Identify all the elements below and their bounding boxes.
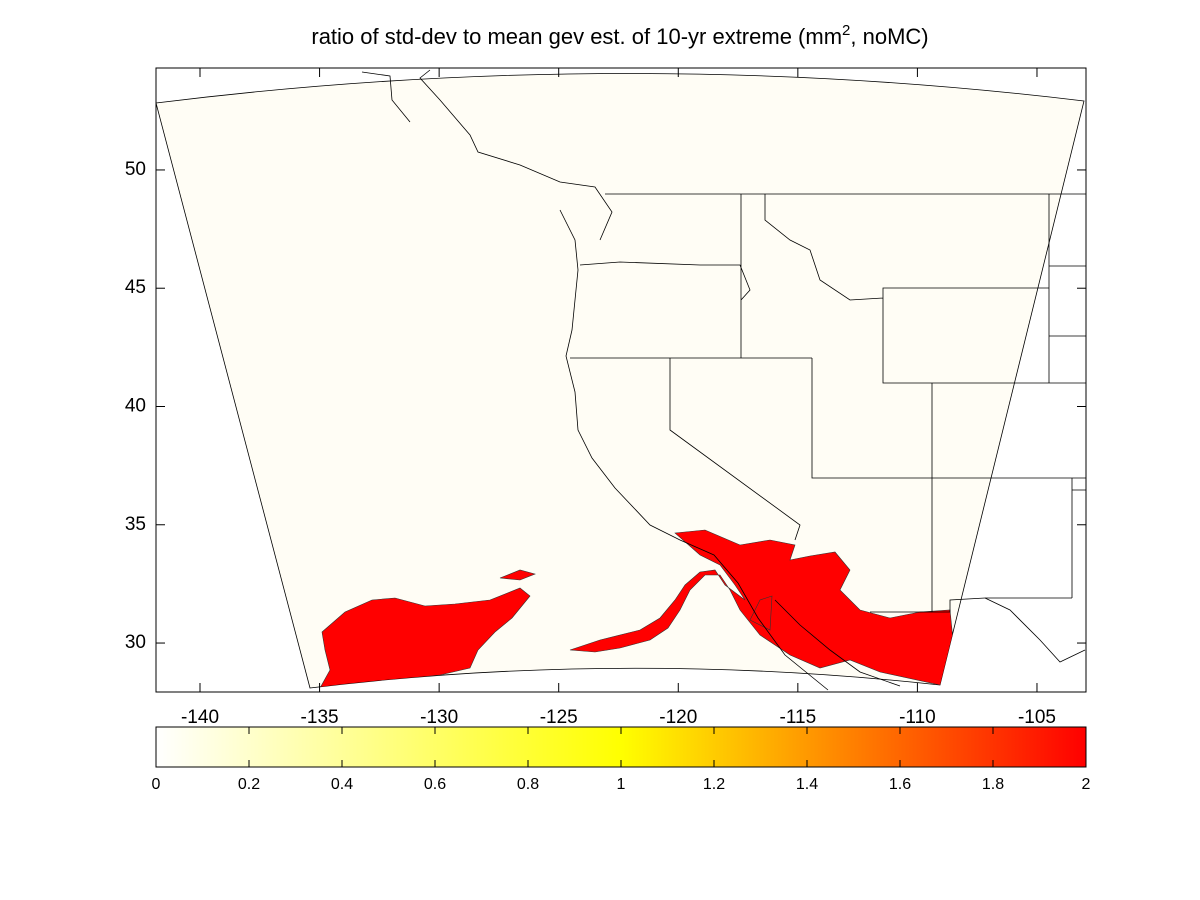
y-tick-label: 45 [125, 277, 146, 298]
coastline [361, 69, 1086, 691]
colorbar-tick-label: 0.2 [238, 776, 260, 793]
x-tick-label: -130 [420, 707, 458, 728]
title-tail: , noMC) [850, 24, 928, 49]
region [749, 595, 773, 631]
colorbar-tick-label: 1.8 [982, 776, 1004, 793]
region [499, 569, 536, 581]
y-tick-label: 30 [125, 632, 146, 653]
colorbar-tick-label: 1.2 [703, 776, 725, 793]
colorbar-tick-label: 0.8 [517, 776, 539, 793]
x-tick-label: -110 [899, 707, 936, 728]
state-borders [570, 193, 1086, 613]
y-tick-label: 35 [125, 514, 146, 535]
title-superscript: 2 [842, 22, 850, 39]
colorbar-tick-label: 0.6 [424, 776, 446, 793]
colorbar-tick-label: 0.4 [331, 776, 353, 793]
x-tick-label: -135 [301, 707, 339, 728]
red-field [319, 529, 956, 689]
chart-title: ratio of std-dev to mean gev est. of 10-… [311, 22, 928, 49]
x-tick-label: -125 [540, 707, 578, 728]
colorbar-tick-label: 1.6 [889, 776, 911, 793]
x-tick-label: -140 [181, 707, 219, 728]
y-tick-label: 50 [125, 159, 146, 180]
colorbar-tick-label: 1.4 [796, 776, 818, 793]
domain [155, 73, 1085, 689]
x-tick-label: -105 [1018, 707, 1056, 728]
colorbar-tick-label: 1 [617, 776, 626, 793]
colorbar-tick-label: 0 [152, 776, 161, 793]
x-tick-label: -120 [659, 707, 697, 728]
x-tick-label: -115 [780, 707, 817, 728]
title-main: ratio of std-dev to mean gev est. of 10-… [311, 24, 842, 49]
colorbar-tick-label: 2 [1082, 776, 1091, 793]
y-tick-label: 40 [125, 396, 146, 417]
